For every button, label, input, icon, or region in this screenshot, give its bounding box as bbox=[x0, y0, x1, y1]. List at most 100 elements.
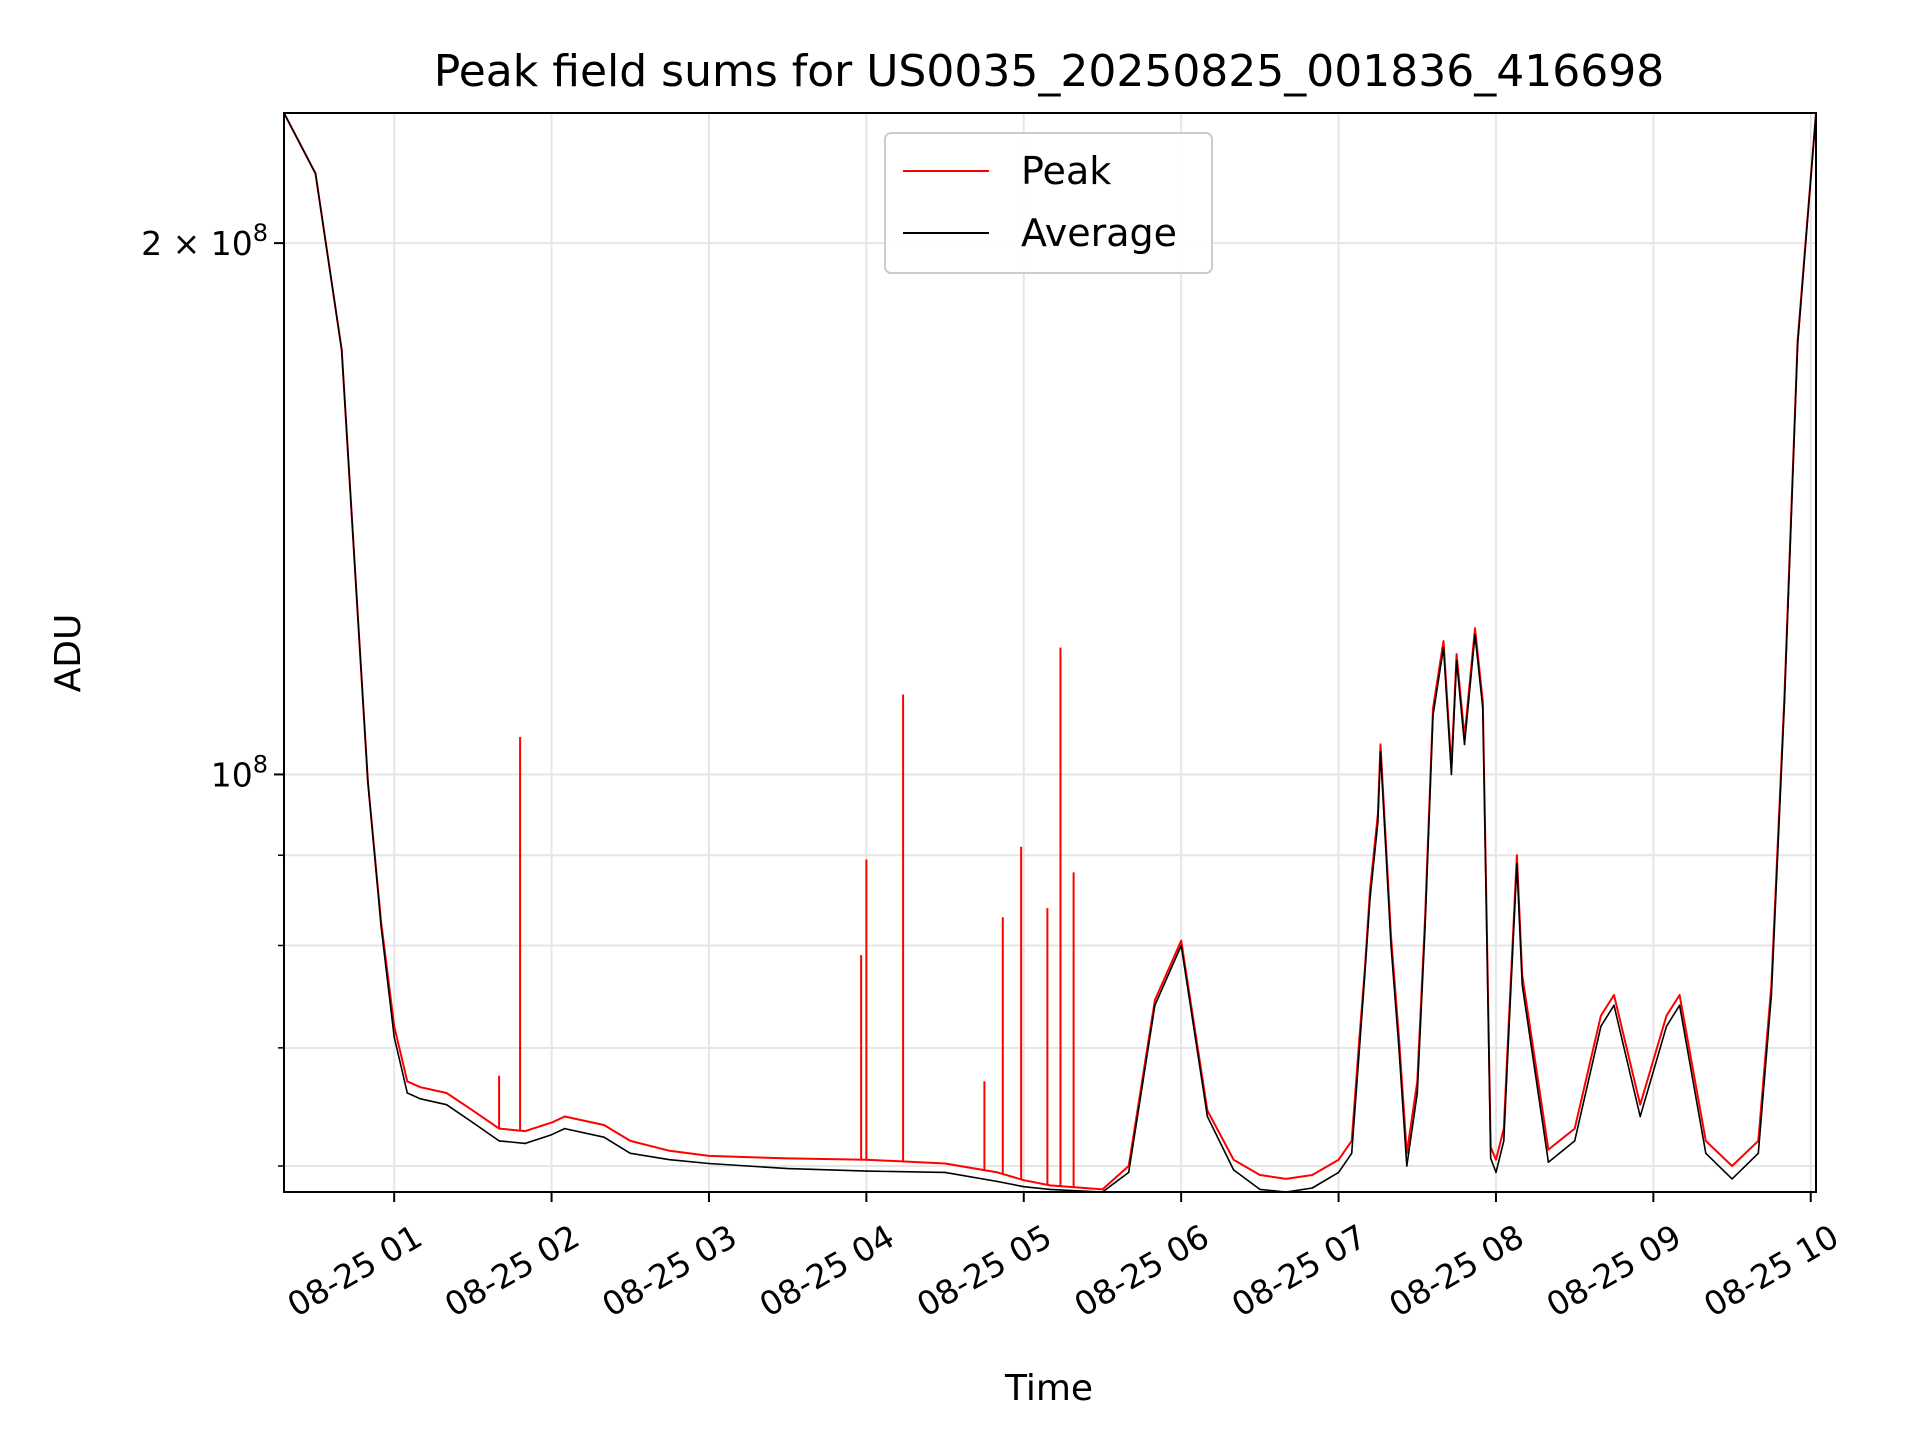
data-point-average bbox=[1311, 1187, 1314, 1189]
data-point-average bbox=[1442, 646, 1445, 649]
series-line-average bbox=[284, 113, 1816, 1192]
data-point-average bbox=[603, 1136, 605, 1138]
chart-title: Peak field sums for US0035_20250825_0018… bbox=[434, 46, 1664, 97]
data-point-peak bbox=[1474, 627, 1476, 630]
data-point-peak bbox=[524, 1130, 527, 1132]
data-point-peak bbox=[1455, 653, 1458, 655]
data-point-average bbox=[1639, 1115, 1641, 1118]
data-point-average bbox=[550, 1133, 553, 1136]
y-tick-label: 108 bbox=[211, 750, 268, 794]
data-point-average bbox=[1495, 1171, 1497, 1174]
data-point-average bbox=[1023, 1185, 1025, 1188]
legend-label-peak: Peak bbox=[1021, 149, 1111, 193]
data-point-average bbox=[1731, 1178, 1733, 1180]
data-point-average bbox=[1547, 1161, 1550, 1163]
data-point-peak bbox=[445, 1092, 448, 1094]
data-point-peak bbox=[603, 1124, 605, 1126]
data-point-peak bbox=[393, 1025, 396, 1028]
data-point-average bbox=[1489, 1157, 1492, 1160]
data-point-average bbox=[1358, 1047, 1361, 1049]
data-point-average bbox=[380, 925, 382, 928]
legend: Peak Average bbox=[884, 132, 1213, 274]
series-layer bbox=[284, 113, 1816, 1192]
x-tick-label: 08-25 02 bbox=[438, 1217, 586, 1325]
data-point-average bbox=[1678, 1004, 1681, 1007]
data-point-average bbox=[1516, 863, 1518, 865]
series-line-peak bbox=[284, 113, 1816, 1191]
data-point-peak bbox=[1731, 1165, 1733, 1167]
data-point-peak bbox=[1573, 1127, 1576, 1130]
y-tick-exponent: 8 bbox=[253, 750, 268, 778]
data-point-peak bbox=[1678, 994, 1681, 996]
data-point-average bbox=[629, 1152, 632, 1155]
data-point-average bbox=[1398, 1047, 1400, 1049]
data-point-average bbox=[1154, 1004, 1156, 1007]
data-point-average bbox=[1406, 1165, 1408, 1167]
x-tick-label: 08-25 03 bbox=[595, 1217, 743, 1325]
y-tick-exponent: 8 bbox=[253, 219, 268, 247]
x-tick-label: 08-25 07 bbox=[1225, 1217, 1373, 1325]
data-point-peak bbox=[708, 1155, 710, 1157]
data-point-average bbox=[1432, 714, 1434, 717]
data-point-average bbox=[865, 1170, 868, 1172]
data-point-average bbox=[445, 1103, 448, 1106]
data-point-average bbox=[996, 1180, 999, 1183]
x-tick-label: 08-25 10 bbox=[1697, 1217, 1845, 1325]
data-point-average bbox=[1127, 1171, 1130, 1174]
data-point-average bbox=[472, 1121, 474, 1124]
data-point-peak bbox=[550, 1121, 553, 1124]
data-point-average bbox=[1770, 994, 1773, 996]
data-point-average bbox=[1705, 1152, 1707, 1155]
data-point-average bbox=[1600, 1025, 1602, 1028]
x-axis: 08-25 01 08-25 02 08-25 03 08-25 04 08-25 05… bbox=[281, 1192, 1845, 1325]
data-point-average bbox=[1350, 1152, 1353, 1155]
data-point-peak bbox=[1705, 1140, 1707, 1142]
data-point-peak bbox=[472, 1109, 474, 1112]
data-point-peak bbox=[1442, 640, 1445, 642]
data-point-average bbox=[1757, 1152, 1760, 1155]
data-point-average bbox=[1337, 1171, 1340, 1174]
data-point-peak bbox=[996, 1171, 999, 1174]
legend-label-average: Average bbox=[1021, 211, 1177, 255]
data-point-peak bbox=[1613, 994, 1615, 996]
data-point-average bbox=[1482, 707, 1484, 710]
data-point-average bbox=[1416, 1092, 1419, 1094]
data-point-peak bbox=[668, 1150, 671, 1152]
x-tick-label: 08-25 08 bbox=[1382, 1217, 1530, 1325]
plot-area bbox=[283, 112, 1817, 1193]
data-point-average bbox=[944, 1171, 946, 1174]
y-tick-mantissa: 10 bbox=[211, 755, 253, 794]
data-point-average bbox=[1573, 1140, 1576, 1142]
x-tick-label: 08-25 01 bbox=[281, 1217, 429, 1325]
data-point-average bbox=[1521, 984, 1523, 986]
data-point-peak bbox=[1232, 1158, 1235, 1161]
data-point-average bbox=[708, 1162, 710, 1165]
data-point-peak bbox=[1495, 1158, 1497, 1161]
y-tick-mantissa: 2 × 10 bbox=[141, 224, 253, 263]
data-point-average bbox=[340, 349, 343, 351]
data-point-peak bbox=[944, 1162, 946, 1165]
data-point-average bbox=[1783, 700, 1786, 703]
data-point-average bbox=[524, 1142, 527, 1145]
data-point-average bbox=[1377, 821, 1379, 823]
x-tick-label: 08-25 06 bbox=[1068, 1217, 1216, 1325]
data-point-average bbox=[1455, 659, 1458, 662]
data-point-peak bbox=[1639, 1103, 1641, 1106]
data-point-average bbox=[1232, 1169, 1235, 1171]
x-tick-label: 08-25 04 bbox=[753, 1217, 901, 1325]
data-point-peak bbox=[1023, 1179, 1025, 1181]
data-point-peak bbox=[1154, 999, 1156, 1001]
data-point-average bbox=[786, 1167, 789, 1170]
series-average bbox=[284, 113, 1816, 1192]
data-point-peak bbox=[1337, 1158, 1340, 1161]
data-point-average bbox=[406, 1092, 409, 1094]
data-point-peak bbox=[1180, 939, 1182, 942]
data-point-peak bbox=[1600, 1014, 1602, 1017]
data-point-average bbox=[367, 781, 369, 783]
data-point-average bbox=[314, 172, 317, 175]
plot-frame bbox=[283, 112, 1817, 1193]
data-point-peak bbox=[1516, 854, 1518, 856]
data-point-average bbox=[1503, 1140, 1505, 1142]
